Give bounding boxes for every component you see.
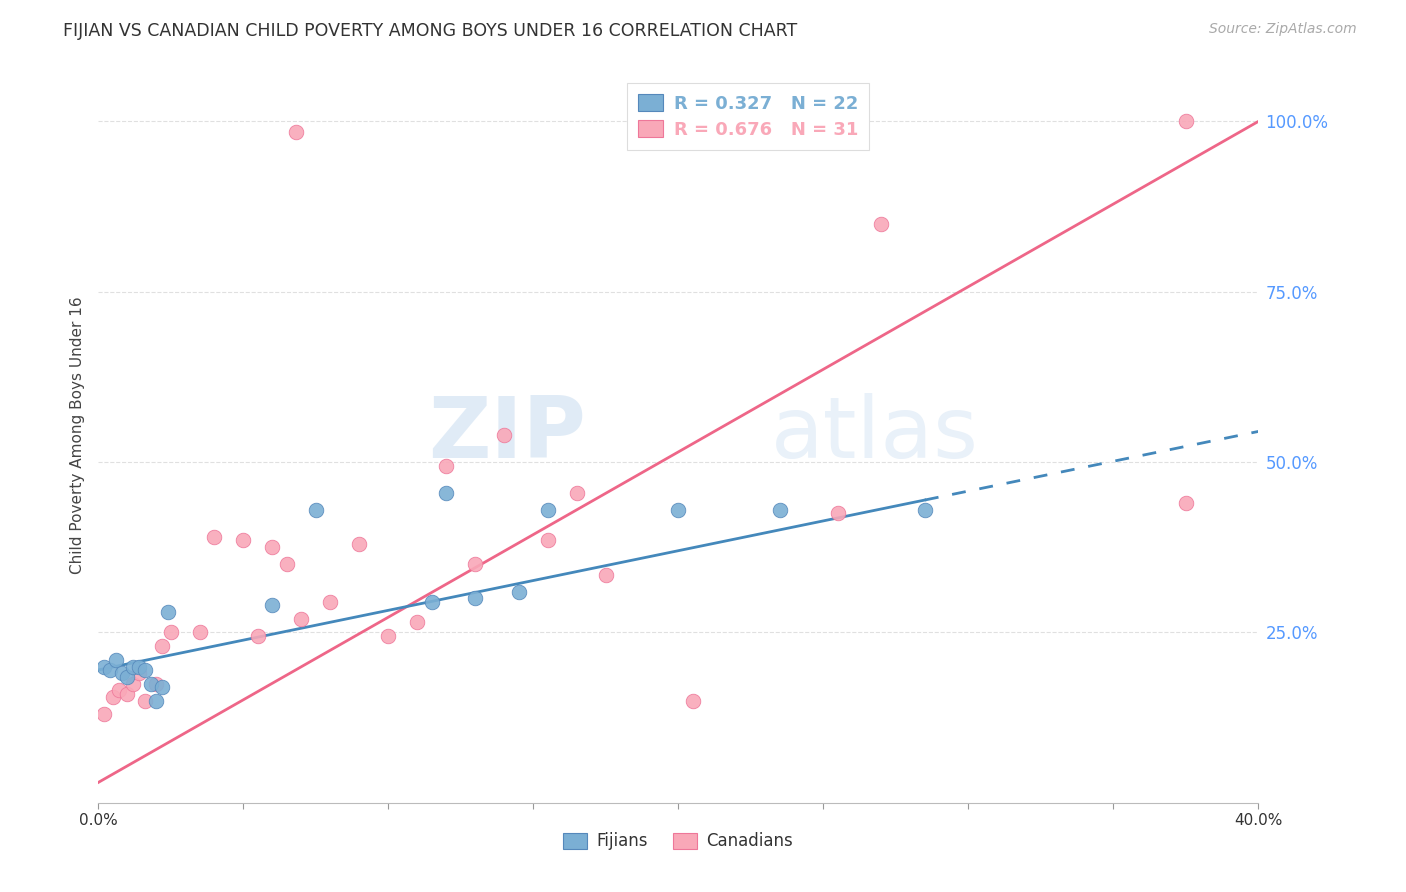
Point xyxy=(377,629,399,643)
Point xyxy=(101,690,124,705)
Point xyxy=(232,533,254,548)
Point xyxy=(262,541,284,555)
Point xyxy=(111,666,132,681)
Point xyxy=(1174,114,1197,128)
Text: ZIP: ZIP xyxy=(427,393,585,476)
Point xyxy=(160,625,183,640)
Point xyxy=(122,676,145,690)
Point xyxy=(204,530,226,544)
Point xyxy=(117,670,139,684)
Text: FIJIAN VS CANADIAN CHILD POVERTY AMONG BOYS UNDER 16 CORRELATION CHART: FIJIAN VS CANADIAN CHILD POVERTY AMONG B… xyxy=(63,22,797,40)
Point xyxy=(104,653,127,667)
Point xyxy=(1174,496,1197,510)
Point xyxy=(290,612,312,626)
Point xyxy=(464,558,486,572)
Point xyxy=(284,125,307,139)
Point xyxy=(349,537,371,551)
Point xyxy=(914,503,936,517)
Point xyxy=(117,687,139,701)
Point xyxy=(464,591,486,606)
Text: Source: ZipAtlas.com: Source: ZipAtlas.com xyxy=(1209,22,1357,37)
Point xyxy=(276,558,298,572)
Point xyxy=(139,676,162,690)
Point xyxy=(150,639,173,653)
Point xyxy=(870,217,893,231)
Point xyxy=(827,506,849,520)
Point xyxy=(319,595,342,609)
Point xyxy=(93,659,115,673)
Point xyxy=(134,693,156,707)
Point xyxy=(595,567,617,582)
Point xyxy=(537,503,560,517)
Point xyxy=(537,533,560,548)
Point xyxy=(128,659,150,673)
Point xyxy=(157,605,180,619)
Point xyxy=(188,625,211,640)
Point xyxy=(494,427,516,442)
Point xyxy=(262,598,284,612)
Point xyxy=(93,707,115,722)
Point xyxy=(420,595,443,609)
Point xyxy=(565,485,588,500)
Legend: Fijians, Canadians: Fijians, Canadians xyxy=(557,826,800,857)
Point xyxy=(122,659,145,673)
Point xyxy=(145,676,167,690)
Point xyxy=(436,458,458,473)
Point xyxy=(406,615,429,630)
Text: atlas: atlas xyxy=(772,393,979,476)
Y-axis label: Child Poverty Among Boys Under 16: Child Poverty Among Boys Under 16 xyxy=(69,296,84,574)
Point xyxy=(508,584,530,599)
Point xyxy=(246,629,269,643)
Point xyxy=(682,693,704,707)
Point xyxy=(98,663,121,677)
Point xyxy=(769,503,792,517)
Point xyxy=(128,666,150,681)
Point xyxy=(305,503,328,517)
Point xyxy=(436,485,458,500)
Point xyxy=(666,503,689,517)
Point xyxy=(107,683,129,698)
Point xyxy=(145,693,167,707)
Point xyxy=(134,663,156,677)
Point xyxy=(150,680,173,694)
